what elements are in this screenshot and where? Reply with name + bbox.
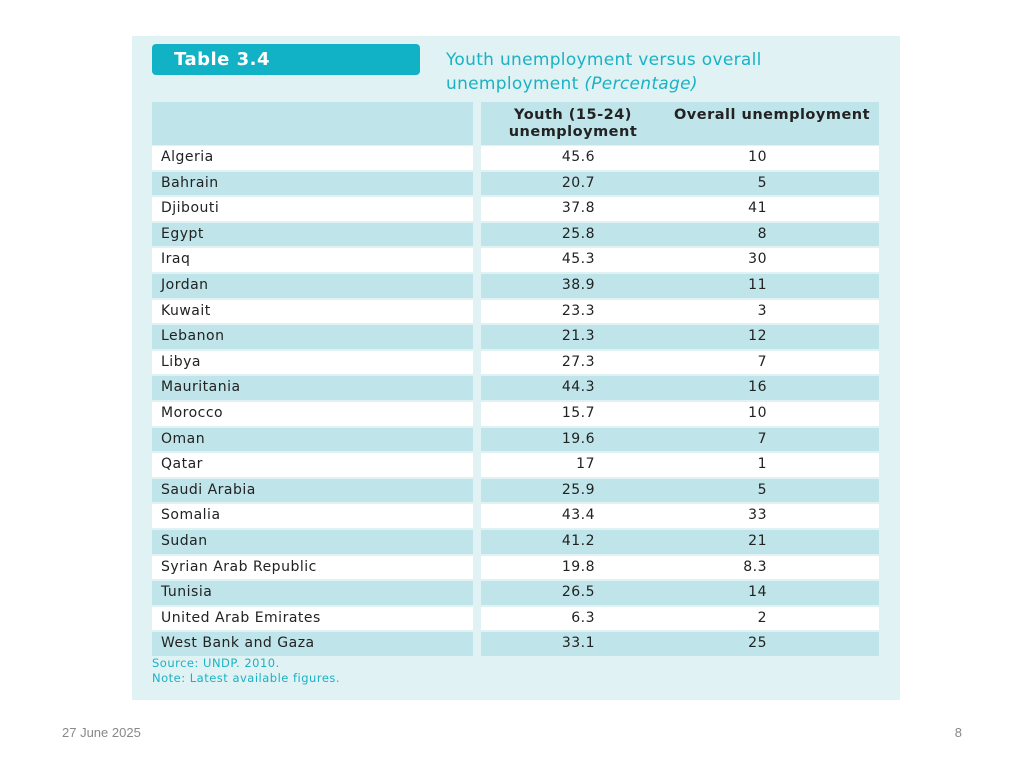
youth-cell: 17 <box>481 453 665 477</box>
overall-cell: 3 <box>665 299 879 324</box>
overall-cell: 8 <box>665 222 879 247</box>
header-country <box>152 102 473 145</box>
youth-cell: 26.5 <box>481 581 665 605</box>
overall-cell: 5 <box>665 478 879 503</box>
table-row: Qatar 17 1 <box>152 452 879 478</box>
country-cell: Djibouti <box>152 197 473 221</box>
table-notes: Source: UNDP. 2010. Note: Latest availab… <box>152 656 340 686</box>
table-row: United Arab Emirates 6.3 2 <box>152 606 879 632</box>
table-row: Bahrain 20.7 5 <box>152 171 879 197</box>
table-row: Saudi Arabia 25.9 5 <box>152 478 879 504</box>
country-cell: Sudan <box>152 529 473 554</box>
country-cell: West Bank and Gaza <box>152 632 473 656</box>
youth-cell: 6.3 <box>481 606 665 631</box>
table-row: Sudan 41.2 21 <box>152 529 879 555</box>
youth-cell: 25.9 <box>481 478 665 503</box>
overall-cell: 11 <box>665 273 879 298</box>
table-row: Iraq 45.3 30 <box>152 247 879 273</box>
youth-cell: 45.3 <box>481 248 665 272</box>
country-cell: Saudi Arabia <box>152 478 473 503</box>
overall-cell: 7 <box>665 427 879 452</box>
youth-cell: 23.3 <box>481 299 665 324</box>
youth-cell: 21.3 <box>481 325 665 349</box>
country-cell: Lebanon <box>152 325 473 349</box>
youth-cell: 27.3 <box>481 350 665 375</box>
table-row: Morocco 15.7 10 <box>152 401 879 427</box>
country-cell: Oman <box>152 427 473 452</box>
overall-cell: 7 <box>665 350 879 375</box>
overall-cell: 41 <box>665 197 879 221</box>
youth-cell: 38.9 <box>481 273 665 298</box>
table-row: Somalia 43.4 33 <box>152 503 879 529</box>
overall-cell: 2 <box>665 606 879 631</box>
country-cell: Egypt <box>152 222 473 247</box>
youth-cell: 37.8 <box>481 197 665 221</box>
youth-cell: 44.3 <box>481 376 665 400</box>
header-overall: Overall unemployment <box>665 102 879 145</box>
table-body: Algeria 45.6 10 Bahrain 20.7 5 Djibouti 37.8 41 E… <box>152 145 879 657</box>
overall-cell: 10 <box>665 146 879 170</box>
country-cell: Algeria <box>152 146 473 170</box>
overall-cell: 5 <box>665 171 879 196</box>
table-row: Jordan 38.9 11 <box>152 273 879 299</box>
table-row: Syrian Arab Republic 19.8 8.3 <box>152 555 879 581</box>
table-row: Djibouti 37.8 41 <box>152 196 879 222</box>
overall-cell: 30 <box>665 248 879 272</box>
page-number: 8 <box>954 725 962 740</box>
youth-cell: 19.8 <box>481 555 665 580</box>
table-label: Table 3.4 <box>152 44 420 75</box>
youth-cell: 43.4 <box>481 504 665 528</box>
table-row: Kuwait 23.3 3 <box>152 299 879 325</box>
country-cell: Iraq <box>152 248 473 272</box>
country-cell: Bahrain <box>152 171 473 196</box>
footer-date: 27 June 2025 <box>62 725 141 740</box>
overall-cell: 16 <box>665 376 879 400</box>
youth-cell: 20.7 <box>481 171 665 196</box>
table-row: Mauritania 44.3 16 <box>152 375 879 401</box>
table-row: Egypt 25.8 8 <box>152 222 879 248</box>
table-row: West Bank and Gaza 33.1 25 <box>152 631 879 657</box>
table-row: Tunisia 26.5 14 <box>152 580 879 606</box>
overall-cell: 1 <box>665 453 879 477</box>
country-cell: Syrian Arab Republic <box>152 555 473 580</box>
overall-cell: 12 <box>665 325 879 349</box>
overall-cell: 8.3 <box>665 555 879 580</box>
header-youth: Youth (15-24) unemployment <box>481 102 665 145</box>
caption-unit: (Percentage) <box>584 74 698 94</box>
table-row: Lebanon 21.3 12 <box>152 324 879 350</box>
country-cell: Qatar <box>152 453 473 477</box>
country-cell: Kuwait <box>152 299 473 324</box>
youth-cell: 25.8 <box>481 222 665 247</box>
figures-note: Note: Latest available figures. <box>152 671 341 685</box>
youth-cell: 15.7 <box>481 401 665 426</box>
country-cell: Jordan <box>152 273 473 298</box>
overall-cell: 14 <box>665 581 879 605</box>
youth-cell: 33.1 <box>481 632 665 656</box>
overall-cell: 25 <box>665 632 879 656</box>
source-note: Source: UNDP. 2010. <box>152 656 280 670</box>
table-row: Algeria 45.6 10 <box>152 145 879 171</box>
country-cell: United Arab Emirates <box>152 606 473 631</box>
overall-cell: 21 <box>665 529 879 554</box>
country-cell: Mauritania <box>152 376 473 400</box>
caption-main: Youth unemployment versus overall unempl… <box>446 50 762 94</box>
overall-cell: 33 <box>665 504 879 528</box>
youth-cell: 45.6 <box>481 146 665 170</box>
country-cell: Tunisia <box>152 581 473 605</box>
table-caption: Youth unemployment versus overall unempl… <box>446 48 886 96</box>
table-row: Oman 19.6 7 <box>152 427 879 453</box>
table-header: Youth (15-24) unemployment Overall unemp… <box>152 102 879 145</box>
overall-cell: 10 <box>665 401 879 426</box>
country-cell: Morocco <box>152 401 473 426</box>
data-table: Youth (15-24) unemployment Overall unemp… <box>152 102 879 657</box>
youth-cell: 41.2 <box>481 529 665 554</box>
table-row: Libya 27.3 7 <box>152 350 879 376</box>
youth-cell: 19.6 <box>481 427 665 452</box>
table-panel: Table 3.4 Youth unemployment versus over… <box>132 36 900 700</box>
country-cell: Somalia <box>152 504 473 528</box>
country-cell: Libya <box>152 350 473 375</box>
